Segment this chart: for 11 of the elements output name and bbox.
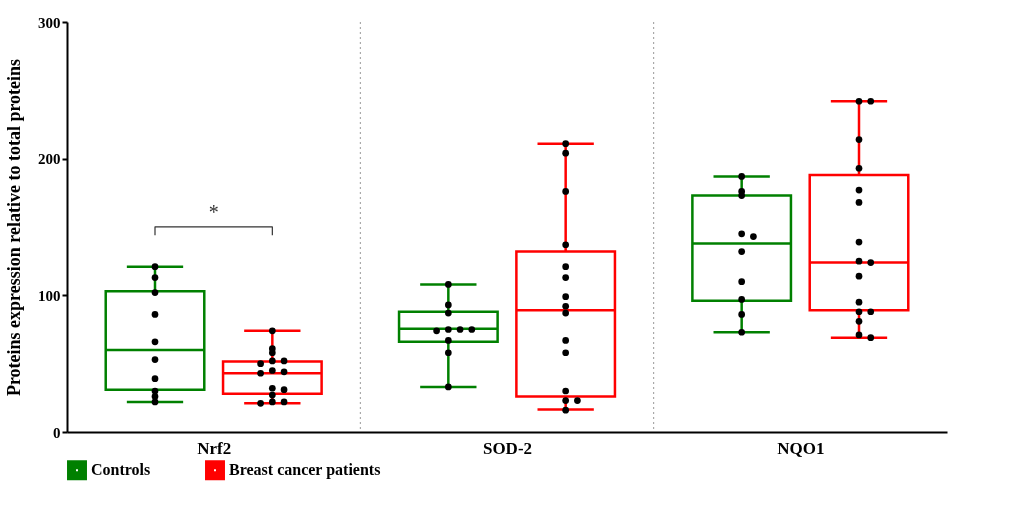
legend-label: Breast cancer patients [229, 461, 381, 480]
y-axis-title: Proteins expression relative to total proteins [4, 58, 24, 397]
y-tick-label: 0 [53, 424, 61, 441]
x-tick-label: SOD-2 [482, 438, 533, 458]
x-tick-label: NQO1 [777, 438, 825, 458]
annotation: * [208, 200, 219, 223]
legend-label: Controls [91, 461, 151, 479]
y-tick-label: 300 [38, 14, 61, 31]
y-tick-label: 100 [38, 287, 61, 304]
y-tick-label: 200 [38, 151, 61, 168]
x-tick-label: Nrf2 [197, 438, 232, 458]
